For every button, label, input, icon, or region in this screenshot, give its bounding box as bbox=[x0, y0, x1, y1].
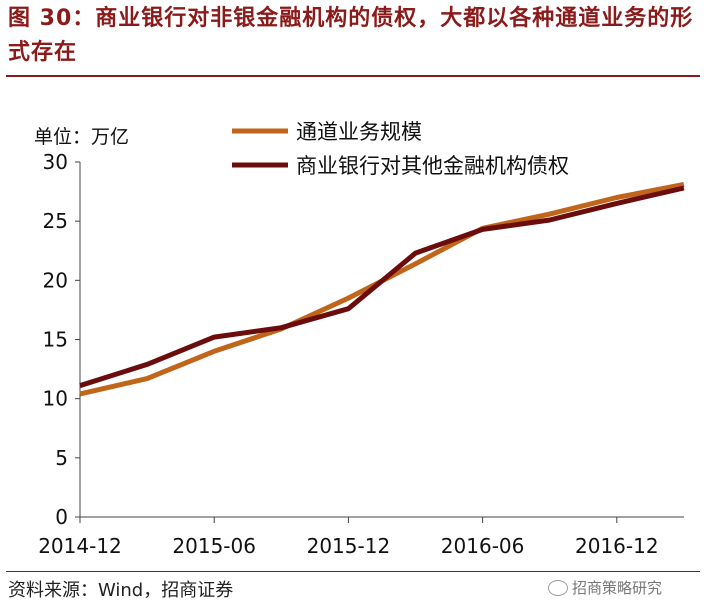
footer-rule bbox=[6, 571, 700, 572]
legend-label-1: 通道业务规模 bbox=[296, 120, 422, 144]
line-chart: 0 5 10 15 20 25 30 2014-12 2015-06 2015-12 2016-06… bbox=[34, 120, 685, 558]
y-tick-label: 10 bbox=[43, 387, 68, 411]
x-tick-label: 2015-06 bbox=[172, 534, 256, 558]
chart-axes: 0 5 10 15 20 25 30 2014-12 2015-06 2015-12 2016-06… bbox=[38, 150, 684, 558]
x-tick-label: 2016-12 bbox=[575, 534, 659, 558]
y-tick-label: 0 bbox=[55, 505, 68, 529]
title-rule bbox=[6, 75, 700, 77]
x-tick-label: 2014-12 bbox=[38, 534, 122, 558]
y-tick-label: 15 bbox=[43, 328, 68, 352]
source-note: 资料来源：Wind，招商证券 bbox=[8, 580, 234, 601]
x-tick-label: 2015-12 bbox=[307, 534, 391, 558]
figure-title: 图 30：商业银行对非银金融机构的债权，大都以各种通道业务的形式存在 bbox=[8, 6, 694, 65]
y-tick-label: 25 bbox=[43, 209, 68, 233]
series-line-1 bbox=[79, 182, 685, 397]
watermark: 招商策略研究 bbox=[548, 577, 662, 598]
y-tick-label: 20 bbox=[43, 268, 68, 292]
watermark-text: 招商策略研究 bbox=[572, 579, 663, 597]
unit-label: 单位：万亿 bbox=[34, 126, 129, 148]
y-tick-label: 5 bbox=[55, 446, 68, 470]
x-tick-label: 2016-06 bbox=[441, 534, 525, 558]
wechat-icon bbox=[548, 579, 568, 596]
y-tick-label: 30 bbox=[43, 150, 68, 174]
legend-label-2: 商业银行对其他金融机构债权 bbox=[296, 154, 569, 178]
chart-series bbox=[79, 182, 685, 397]
series-line-2 bbox=[79, 185, 685, 388]
